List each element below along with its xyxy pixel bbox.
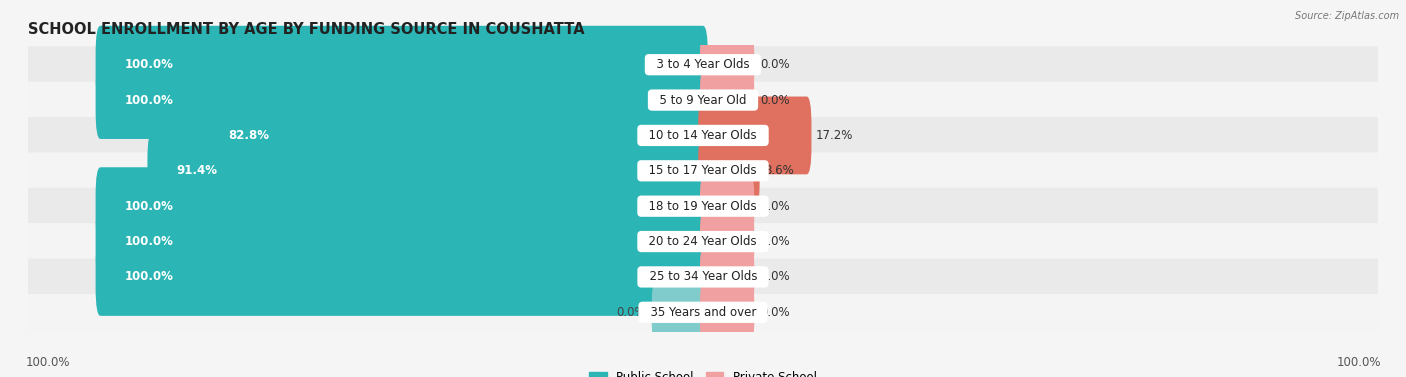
Text: 0.0%: 0.0% — [761, 270, 790, 284]
Text: 8.6%: 8.6% — [763, 164, 793, 177]
Text: 0.0%: 0.0% — [761, 235, 790, 248]
Text: 0.0%: 0.0% — [761, 306, 790, 319]
FancyBboxPatch shape — [28, 152, 1378, 189]
Text: 100.0%: 100.0% — [1336, 357, 1381, 369]
FancyBboxPatch shape — [700, 213, 754, 270]
FancyBboxPatch shape — [28, 223, 1378, 260]
Legend: Public School, Private School: Public School, Private School — [585, 366, 821, 377]
FancyBboxPatch shape — [700, 72, 754, 128]
Text: 100.0%: 100.0% — [125, 235, 173, 248]
FancyBboxPatch shape — [96, 167, 707, 245]
Text: 20 to 24 Year Olds: 20 to 24 Year Olds — [641, 235, 765, 248]
Text: 25 to 34 Year Olds: 25 to 34 Year Olds — [641, 270, 765, 284]
FancyBboxPatch shape — [148, 132, 707, 210]
Text: 5 to 9 Year Old: 5 to 9 Year Old — [652, 93, 754, 107]
FancyBboxPatch shape — [699, 97, 811, 174]
Text: SCHOOL ENROLLMENT BY AGE BY FUNDING SOURCE IN COUSHATTA: SCHOOL ENROLLMENT BY AGE BY FUNDING SOUR… — [28, 22, 585, 37]
FancyBboxPatch shape — [699, 132, 759, 210]
FancyBboxPatch shape — [200, 97, 707, 174]
FancyBboxPatch shape — [28, 82, 1378, 118]
FancyBboxPatch shape — [28, 117, 1378, 154]
FancyBboxPatch shape — [700, 37, 754, 93]
FancyBboxPatch shape — [28, 294, 1378, 331]
Text: Source: ZipAtlas.com: Source: ZipAtlas.com — [1295, 11, 1399, 21]
Text: 100.0%: 100.0% — [125, 200, 173, 213]
FancyBboxPatch shape — [96, 26, 707, 104]
Text: 100.0%: 100.0% — [125, 93, 173, 107]
Text: 18 to 19 Year Olds: 18 to 19 Year Olds — [641, 200, 765, 213]
FancyBboxPatch shape — [96, 61, 707, 139]
FancyBboxPatch shape — [28, 46, 1378, 83]
Text: 15 to 17 Year Olds: 15 to 17 Year Olds — [641, 164, 765, 177]
Text: 100.0%: 100.0% — [125, 270, 173, 284]
FancyBboxPatch shape — [96, 203, 707, 280]
FancyBboxPatch shape — [96, 238, 707, 316]
FancyBboxPatch shape — [700, 249, 754, 305]
Text: 91.4%: 91.4% — [176, 164, 218, 177]
FancyBboxPatch shape — [652, 284, 706, 340]
Text: 0.0%: 0.0% — [761, 58, 790, 71]
Text: 10 to 14 Year Olds: 10 to 14 Year Olds — [641, 129, 765, 142]
Text: 0.0%: 0.0% — [761, 93, 790, 107]
FancyBboxPatch shape — [28, 188, 1378, 225]
Text: 100.0%: 100.0% — [125, 58, 173, 71]
Text: 35 Years and over: 35 Years and over — [643, 306, 763, 319]
Text: 0.0%: 0.0% — [761, 200, 790, 213]
Text: 0.0%: 0.0% — [616, 306, 645, 319]
Text: 3 to 4 Year Olds: 3 to 4 Year Olds — [650, 58, 756, 71]
Text: 82.8%: 82.8% — [228, 129, 269, 142]
FancyBboxPatch shape — [700, 284, 754, 340]
FancyBboxPatch shape — [28, 259, 1378, 295]
Text: 17.2%: 17.2% — [815, 129, 853, 142]
FancyBboxPatch shape — [700, 178, 754, 234]
Text: 100.0%: 100.0% — [25, 357, 70, 369]
